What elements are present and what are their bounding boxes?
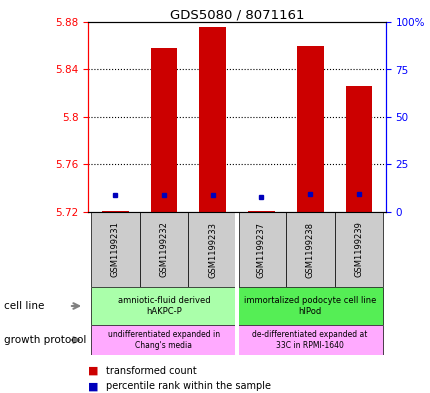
Bar [237,287,382,325]
Bar [188,212,234,287]
Text: undifferentiated expanded in
Chang's media: undifferentiated expanded in Chang's med… [108,330,219,350]
Bar [237,325,382,355]
Text: amniotic-fluid derived
hAKPC-P: amniotic-fluid derived hAKPC-P [117,296,210,316]
Bar [239,212,285,287]
Text: ■: ■ [88,366,98,376]
Bar [247,211,274,212]
Text: percentile rank within the sample: percentile rank within the sample [105,382,270,391]
Bar [91,287,237,325]
Bar [296,46,323,212]
Bar [150,48,177,212]
Text: GSM1199237: GSM1199237 [256,222,265,277]
Bar [101,211,128,212]
Text: GSM1199231: GSM1199231 [111,222,120,277]
Bar [234,325,239,355]
Text: cell line: cell line [4,301,45,311]
Text: GSM1199239: GSM1199239 [353,222,362,277]
Bar [234,212,239,287]
Bar [345,86,372,212]
Text: GSM1199232: GSM1199232 [159,222,168,277]
Bar [334,212,382,287]
Bar [199,27,226,212]
Text: GSM1199233: GSM1199233 [208,222,217,277]
Text: growth protocol: growth protocol [4,335,86,345]
Text: transformed count: transformed count [105,366,196,376]
Bar [91,325,237,355]
Text: de-differentiated expanded at
33C in RPMI-1640: de-differentiated expanded at 33C in RPM… [252,330,367,350]
Text: GSM1199238: GSM1199238 [305,222,314,277]
Bar [139,212,188,287]
Text: immortalized podocyte cell line
hIPod: immortalized podocyte cell line hIPod [243,296,375,316]
Bar [234,287,239,325]
Bar [91,212,139,287]
Text: GDS5080 / 8071161: GDS5080 / 8071161 [169,8,304,22]
Text: ■: ■ [88,382,98,391]
Bar [285,212,334,287]
